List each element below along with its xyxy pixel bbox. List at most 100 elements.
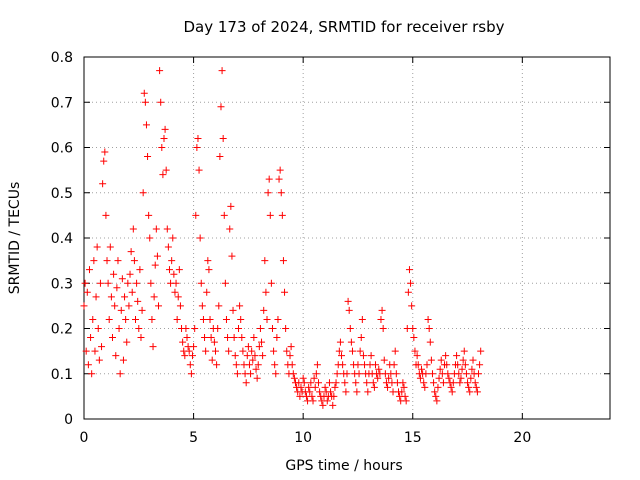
data-point: [138, 306, 146, 314]
data-point: [434, 383, 442, 391]
data-point: [179, 338, 187, 346]
data-point: [172, 279, 180, 287]
data-point: [325, 379, 333, 387]
data-point: [261, 257, 269, 265]
data-point: [153, 252, 161, 260]
data-point: [122, 315, 130, 323]
data-point: [147, 279, 155, 287]
data-point: [224, 334, 232, 342]
data-point: [220, 211, 228, 219]
data-point: [275, 175, 283, 183]
data-point: [95, 356, 103, 364]
data-point: [192, 211, 200, 219]
data-point: [458, 365, 466, 373]
data-point: [272, 370, 280, 378]
data-point: [436, 365, 444, 373]
data-point: [94, 325, 102, 332]
data-point: [137, 334, 145, 342]
data-point: [411, 347, 419, 355]
data-point: [477, 347, 485, 355]
data-point: [254, 361, 262, 369]
data-point: [99, 180, 107, 188]
data-point: [110, 270, 118, 278]
data-point: [82, 347, 90, 355]
data-point: [404, 288, 412, 296]
data-point: [367, 352, 375, 360]
data-point: [312, 370, 320, 378]
data-point: [356, 347, 364, 355]
data-point: [107, 293, 115, 301]
data-point: [233, 370, 241, 378]
data-point: [457, 374, 465, 382]
data-point: [375, 365, 383, 373]
data-point: [96, 279, 104, 287]
data-point: [213, 361, 221, 369]
data-point: [214, 325, 222, 332]
data-point: [352, 379, 360, 387]
data-point: [204, 257, 212, 265]
data-point: [98, 343, 106, 351]
data-point: [206, 315, 214, 323]
data-point: [475, 370, 482, 378]
data-point: [343, 370, 351, 378]
y-tick-label: 0.2: [51, 322, 73, 338]
data-point: [410, 334, 418, 342]
data-point: [315, 379, 323, 387]
data-point: [194, 134, 202, 142]
data-point: [453, 352, 461, 360]
data-point: [259, 352, 267, 360]
data-point: [447, 383, 455, 391]
data-point: [330, 392, 338, 400]
data-point: [144, 153, 152, 161]
data-point: [119, 356, 127, 364]
data-point: [117, 306, 125, 314]
data-point: [413, 352, 421, 360]
data-point: [135, 325, 143, 332]
data-point: [319, 401, 327, 409]
data-point: [80, 302, 88, 310]
data-point: [273, 334, 281, 342]
data-point: [359, 352, 367, 360]
data-point: [106, 243, 114, 251]
data-point: [118, 275, 126, 283]
data-point: [101, 148, 109, 156]
data-point: [358, 315, 366, 323]
data-point: [454, 361, 462, 369]
data-point: [299, 374, 307, 382]
y-tick-label: 0.8: [51, 50, 73, 66]
data-point: [215, 302, 223, 310]
data-point: [222, 315, 230, 323]
data-point: [262, 288, 270, 296]
data-point: [281, 288, 289, 296]
data-point: [247, 370, 255, 378]
data-point: [461, 361, 469, 369]
data-point: [129, 225, 137, 233]
data-point: [81, 279, 89, 287]
data-point: [198, 302, 206, 310]
x-axis-label: GPS time / hours: [285, 458, 402, 474]
data-point: [448, 388, 456, 396]
data-point: [205, 266, 213, 274]
data-point: [130, 257, 138, 265]
data-point: [405, 266, 413, 274]
data-point: [152, 225, 160, 233]
data-point: [217, 103, 225, 111]
data-point: [427, 356, 435, 364]
data-point: [187, 370, 195, 378]
data-point: [431, 388, 439, 396]
data-point: [455, 370, 463, 378]
data-point: [197, 279, 205, 287]
data-point: [146, 234, 154, 242]
data-point: [103, 257, 111, 265]
data-point: [346, 325, 354, 332]
data-point: [225, 347, 233, 355]
data-point: [123, 338, 131, 346]
data-point: [115, 325, 123, 332]
data-point: [336, 338, 344, 346]
data-point: [258, 338, 266, 346]
y-axis-label: SRMTID / TECUs: [7, 182, 23, 295]
data-point: [182, 325, 190, 332]
data-point: [251, 352, 259, 360]
data-point: [300, 379, 308, 387]
data-point: [400, 383, 408, 391]
